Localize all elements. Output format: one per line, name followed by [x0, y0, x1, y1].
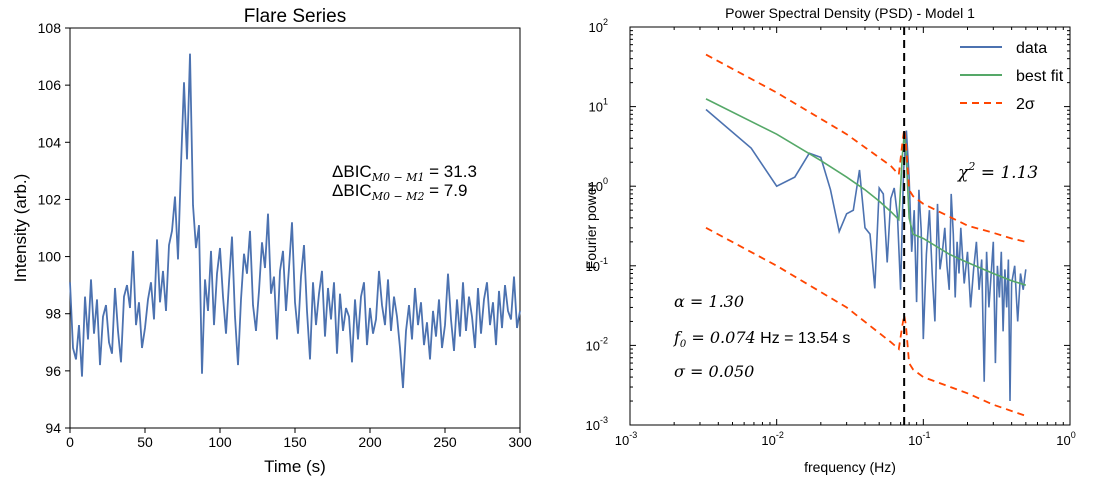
flare-x-tick-label: 150 [283, 434, 307, 450]
psd-x-tick-label: 100 [1056, 430, 1075, 448]
psd-y-tick-label: 10-3 [586, 415, 608, 433]
flare-intensity-series [69, 53, 521, 389]
psd-y-tick-label: 10-2 [586, 335, 608, 353]
psd-2sigma-lower-series [705, 227, 1027, 417]
legend-best-fit-label: best fit [1016, 68, 1064, 85]
flare-x-tick-label: 250 [433, 434, 457, 450]
psd-y-tick-label: 10-1 [586, 256, 608, 274]
flare-x-ticks: 0 50 100 150 200 250 300 [66, 428, 532, 450]
delta-bic-m2-annotation: ΔBICM0 − M2 = 7.9 [332, 181, 467, 203]
psd-x-tick-label: 10-2 [761, 430, 783, 448]
psd-x-axis-label: frequency (Hz) [804, 459, 896, 475]
delta-bic-m1-annotation: ΔBICM0 − M1 = 31.3 [332, 162, 477, 184]
flare-y-tick-label: 94 [45, 420, 61, 436]
psd-y-tick-label: 100 [589, 176, 608, 194]
flare-chart-title: Flare Series [244, 6, 346, 27]
flare-x-tick-label: 0 [66, 434, 74, 450]
flare-y-tick-label: 104 [38, 134, 62, 150]
psd-chart: Power Spectral Density (PSD) - Model 1 1… [583, 5, 1076, 475]
flare-x-tick-label: 300 [508, 434, 532, 450]
flare-y-tick-label: 100 [38, 249, 62, 265]
sigma-annotation: σ = 0.050 [674, 362, 754, 381]
psd-chart-title: Power Spectral Density (PSD) - Model 1 [725, 5, 975, 21]
flare-x-axis-label: Time (s) [264, 457, 326, 476]
flare-series-chart: Flare Series 0 50 100 150 200 250 300 94 96 98 10… [11, 6, 532, 476]
flare-y-tick-label: 102 [38, 191, 62, 207]
psd-x-ticks: 10-3 10-2 10-1 100 [615, 27, 1076, 448]
flare-y-ticks: 94 96 98 100 102 104 106 108 [38, 20, 70, 436]
psd-y-axis-label: Fourier power [583, 182, 599, 269]
flare-y-tick-label: 96 [45, 363, 61, 379]
psd-2sigma-upper-series [705, 53, 1027, 243]
flare-x-tick-label: 50 [137, 434, 153, 450]
flare-y-axis-label: Intensity (arb.) [11, 174, 30, 283]
psd-y-ticks: 10-3 10-2 10-1 100 101 102 [586, 17, 1070, 433]
flare-y-tick-label: 108 [38, 20, 62, 36]
flare-x-tick-label: 100 [208, 434, 232, 450]
legend-data-label: data [1016, 40, 1047, 57]
psd-data-series [705, 108, 1027, 402]
f0-annotation: f0 = 0.074 Hz = 13.54 s [673, 328, 850, 350]
psd-x-tick-label: 10-3 [615, 430, 637, 448]
psd-plot-frame [629, 26, 1071, 426]
flare-plot-frame [69, 27, 521, 429]
flare-x-tick-label: 200 [358, 434, 382, 450]
psd-legend: data best fit 2σ [960, 40, 1064, 113]
legend-2sigma-label: 2σ [1016, 96, 1035, 113]
chi-squared-annotation: χ2 = 1.13 [957, 160, 1038, 183]
flare-y-tick-label: 98 [45, 306, 61, 322]
psd-y-tick-label: 101 [589, 97, 608, 115]
alpha-annotation: α = 1.30 [674, 292, 744, 311]
psd-x-tick-label: 10-1 [908, 430, 930, 448]
psd-y-tick-label: 102 [589, 17, 608, 35]
flare-y-tick-label: 106 [38, 77, 62, 93]
